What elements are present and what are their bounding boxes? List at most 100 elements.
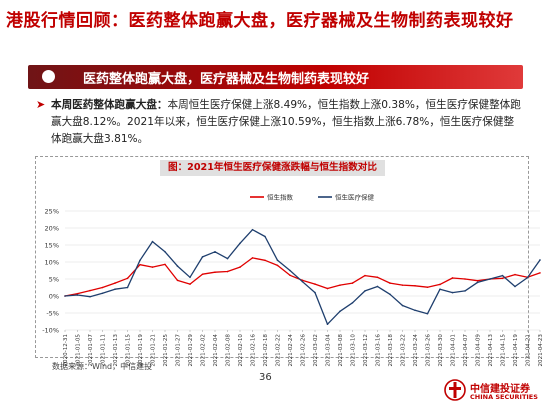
y-tick-label: 0% [49, 293, 59, 301]
data-point [514, 285, 516, 288]
data-point [226, 257, 229, 260]
logo-english: CHINA SECURITIES [470, 393, 538, 401]
y-tick-label: 20% [45, 225, 59, 233]
x-tick-label: 2021-01-29 [188, 334, 194, 367]
page-number: 36 [259, 372, 272, 383]
x-tick-label: 2021-03-26 [426, 334, 432, 367]
series-line-0 [64, 257, 541, 297]
y-tick-label: -10% [42, 327, 59, 335]
data-point [114, 288, 116, 291]
data-point [539, 259, 541, 261]
data-point [101, 292, 104, 295]
series-line-1 [64, 229, 541, 325]
x-tick-label: 2021-02-02 [201, 334, 207, 367]
legend-label: 恒生指数 [267, 193, 294, 202]
data-point [501, 274, 504, 277]
data-point [389, 293, 391, 296]
x-tick-label: 2021-04-21 [526, 334, 532, 367]
data-point [89, 289, 91, 292]
x-tick-label: 2021-04-23 [538, 334, 544, 367]
data-point [189, 276, 191, 279]
data-point [414, 309, 416, 312]
data-point [251, 228, 254, 231]
data-point [426, 312, 429, 315]
chart-title: 图：2021年恒生医疗保健涨跌幅与恒生指数对比 [160, 160, 385, 176]
data-point [301, 280, 304, 283]
data-point [501, 277, 504, 280]
data-point [214, 271, 216, 274]
x-tick-label: 2021-01-15 [126, 334, 132, 367]
x-tick-label: 2021-01-25 [163, 334, 169, 367]
data-point [401, 304, 404, 307]
x-tick-label: 2021-01-11 [101, 334, 107, 367]
x-tick-label: 2021-03-22 [401, 334, 407, 367]
x-tick-label: 2021-02-04 [213, 334, 219, 367]
x-tick-label: 2021-04-19 [513, 334, 519, 367]
y-tick-label: 10% [45, 259, 59, 267]
logo-chinese: 中信建投证券 [470, 384, 530, 395]
x-tick-label: 2021-04-07 [463, 334, 469, 367]
x-tick-label: 2021-02-18 [263, 334, 269, 367]
data-point [351, 282, 354, 284]
data-point [289, 274, 291, 277]
data-point [364, 274, 366, 277]
summary-text: 本周医药整体跑赢大盘：本周恒生医疗保健上涨8.49%，恒生指数上涨0.38%，恒… [51, 97, 521, 148]
x-tick-label: 2021-01-07 [88, 334, 94, 367]
data-point [251, 257, 254, 259]
data-point [139, 259, 141, 262]
x-tick-label: 2021-02-10 [238, 334, 244, 367]
source-note: 数据来源：Wind，中信建投 [52, 362, 153, 371]
company-logo: 中信建投证券 CHINA SECURITIES [444, 378, 544, 408]
data-point [539, 272, 541, 274]
data-point [239, 242, 241, 245]
x-tick-label: 2021-01-05 [76, 334, 82, 367]
y-tick-label: -5% [46, 310, 59, 318]
data-point [126, 286, 129, 289]
y-tick-label: 15% [45, 242, 59, 250]
x-tick-label: 2021-04-15 [501, 334, 507, 367]
data-point [151, 266, 154, 268]
section-banner: 医药整体跑赢大盘，医疗器械及生物制药表现较好 [28, 65, 523, 89]
y-tick-label: 25% [45, 208, 59, 216]
data-point [426, 286, 429, 288]
data-point [76, 294, 79, 296]
data-point [364, 290, 366, 292]
x-tick-label: 2021-03-08 [338, 334, 344, 367]
data-point [126, 277, 129, 280]
data-point [239, 266, 241, 268]
x-tick-label: 2021-01-21 [151, 334, 157, 367]
banner-text: 医药整体跑赢大盘，医疗器械及生物制药表现较好 [83, 72, 370, 87]
data-point [514, 273, 516, 276]
x-tick-label: 2021-04-13 [488, 334, 494, 367]
data-point [314, 291, 316, 294]
data-point [164, 251, 166, 253]
x-tick-label: 2021-01-27 [176, 334, 182, 367]
x-tick-label: 2021-03-10 [351, 334, 357, 367]
data-point [76, 292, 79, 295]
logo-emblem-icon [444, 379, 466, 401]
x-tick-label: 2021-02-16 [251, 334, 257, 367]
data-point [476, 281, 479, 284]
data-point [526, 276, 529, 279]
data-point [314, 283, 316, 285]
data-point [64, 295, 66, 297]
data-point [339, 284, 341, 286]
banner-bullet-icon [42, 70, 55, 83]
x-tick-label: 2021-03-30 [438, 334, 444, 367]
data-point [389, 282, 391, 284]
data-point [226, 270, 229, 273]
data-point [476, 279, 479, 282]
page-title: 港股行情回顾：医药整体跑赢大盘，医疗器械及生物制药表现较好 [6, 11, 514, 31]
chart-frame [35, 156, 529, 358]
summary-body: 本周恒生医疗保健上涨8.49%，恒生指数上涨0.38%，恒生医疗保健整体跑赢大盘… [51, 99, 521, 145]
data-point [439, 283, 441, 286]
data-point [139, 263, 141, 266]
data-point [414, 285, 416, 287]
y-tick-label: 5% [49, 276, 59, 284]
data-point [376, 285, 379, 288]
data-point [276, 264, 279, 267]
x-tick-label: 2021-03-02 [313, 334, 319, 367]
arrow-bullet-icon: ➤ [36, 98, 46, 111]
data-point [439, 288, 441, 291]
